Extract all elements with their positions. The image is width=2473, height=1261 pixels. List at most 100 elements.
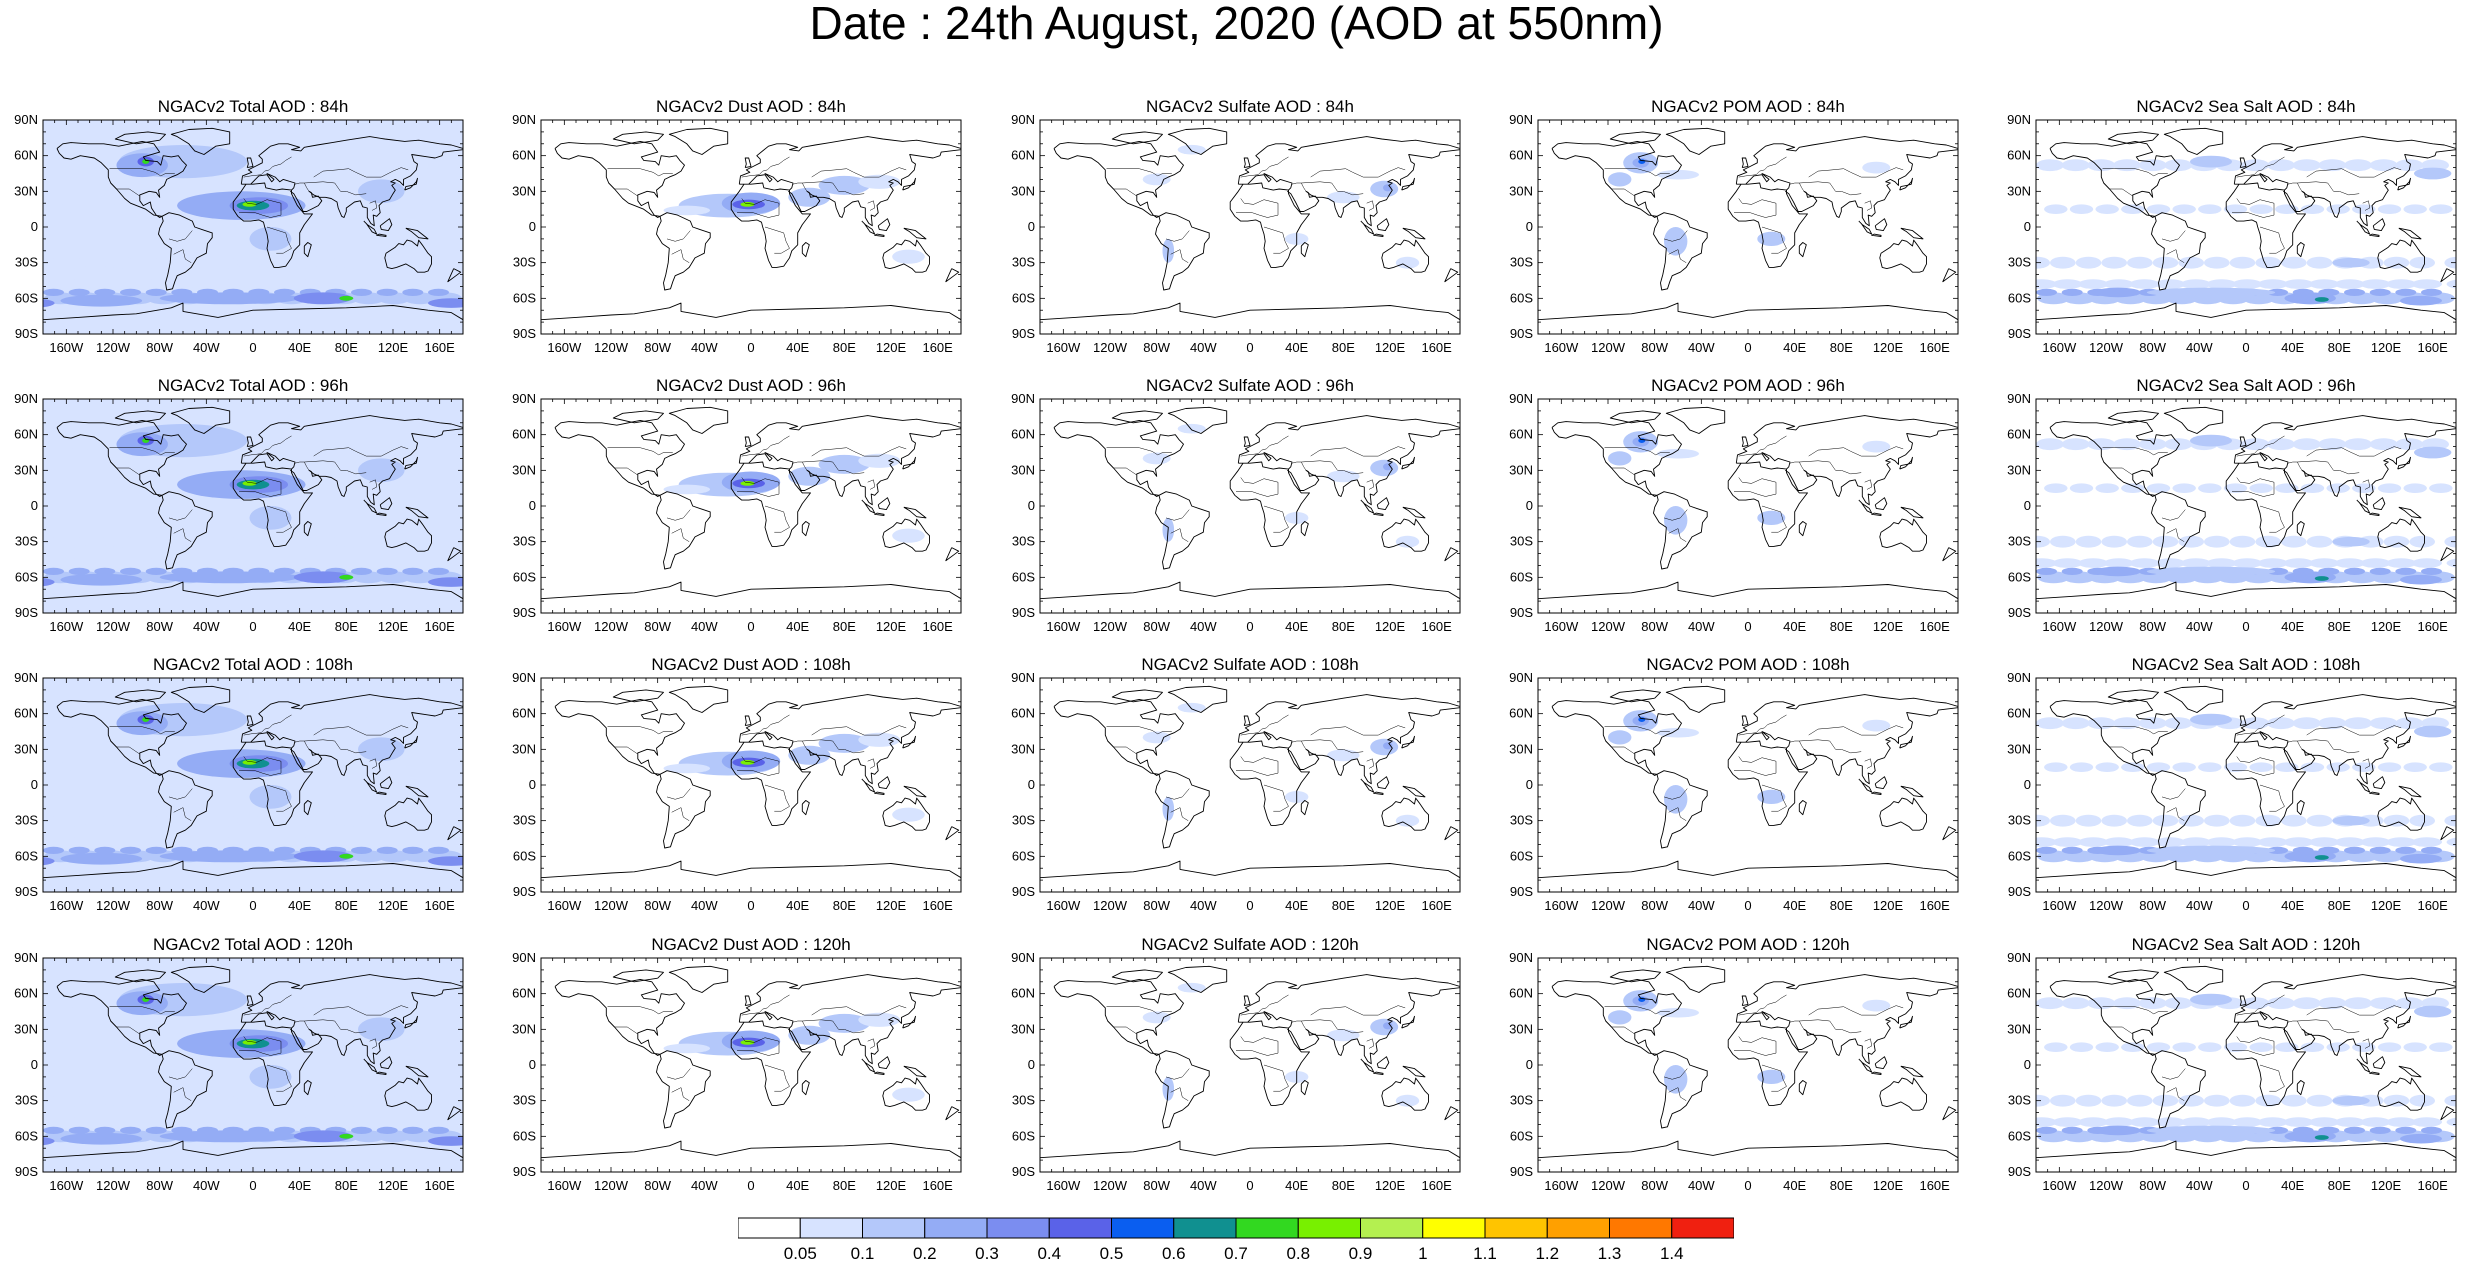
border [173, 1087, 192, 1101]
colorbar-swatch [1173, 1217, 1237, 1239]
aod-plume [2061, 288, 2083, 296]
aod-plume [2326, 483, 2350, 493]
lon-tick-label: 40E [288, 619, 311, 634]
aod-plume [341, 1117, 372, 1127]
coastline [801, 800, 810, 816]
aod-plume [2292, 159, 2321, 172]
colorbar-label: 1.1 [1473, 1244, 1497, 1261]
coastline [2234, 452, 2289, 470]
aod-plume [2036, 1117, 2057, 1127]
coastline [1040, 581, 1460, 600]
coastline [2233, 136, 2456, 185]
country-borders [1106, 156, 1406, 263]
border [1106, 726, 1172, 735]
border [1808, 1005, 1904, 1016]
border [2161, 1068, 2186, 1080]
lat-tick-label: 30S [513, 813, 536, 828]
lat-tick-label: 0 [529, 498, 536, 513]
lat-tick-label: 0 [1028, 498, 1035, 513]
colorbar: 0.05 0.1 0.2 0.3 0.4 0.5 0.6 0.7 0.8 0.9 1 1.1 1.2 1.… [738, 1217, 1734, 1261]
coastline [1243, 995, 1251, 1007]
aod-plume [2332, 257, 2370, 268]
aod-plume [453, 558, 463, 568]
aod-plume [2344, 717, 2372, 730]
border [2259, 226, 2285, 254]
border [2297, 181, 2360, 196]
country-borders [109, 994, 409, 1101]
lon-tick-label: 80W [644, 898, 671, 913]
aod-plume [120, 567, 141, 575]
border [666, 788, 691, 800]
map-panel-dust-1: NGACv2 Dust AOD : 96h90N60N30N030S60S90S… [512, 376, 962, 634]
tick-marks [2035, 677, 2457, 893]
coastline [2239, 436, 2247, 448]
coastline [2377, 239, 2425, 273]
coastline [2239, 715, 2247, 727]
coastline [1444, 826, 1459, 841]
aod-plume [76, 204, 101, 214]
aod-plume [43, 997, 71, 1010]
lon-tick-label: 0 [1246, 1178, 1253, 1193]
border [607, 1006, 673, 1015]
colorbar-label: 0.8 [1286, 1244, 1310, 1261]
aod-plume [2069, 483, 2094, 493]
coastline [246, 436, 254, 448]
aod-plume [410, 1042, 434, 1052]
coastline [384, 797, 432, 831]
aod-plume [2061, 438, 2090, 451]
coastline [2440, 826, 2455, 841]
coastlines [2036, 127, 2456, 321]
aod-plume [2155, 279, 2186, 289]
aod-plume [213, 279, 244, 289]
aod-plume [1664, 227, 1688, 256]
aod-plume [2284, 571, 2336, 584]
aod-plume [128, 204, 152, 214]
coastline [1373, 1071, 1384, 1075]
border [614, 1026, 638, 1035]
coastline [2372, 776, 2386, 790]
aod-plume [2146, 566, 2276, 577]
lon-tick-label: 120W [594, 898, 629, 913]
aod-plume [274, 717, 302, 730]
aod-plume [262, 1094, 288, 1107]
aod-plume [2036, 567, 2057, 575]
aod-plume [2332, 536, 2370, 547]
border [1734, 477, 1777, 497]
border [1366, 758, 1374, 769]
aod-plume [249, 1065, 292, 1089]
border [811, 167, 907, 178]
lon-tick-label: 40W [193, 1178, 220, 1193]
coastline [801, 242, 810, 258]
coastline [379, 497, 393, 511]
aod-plume [108, 256, 134, 269]
border [811, 1005, 907, 1016]
aod-plume [2087, 717, 2116, 730]
lon-tick-label: 40W [1190, 898, 1217, 913]
aod-plume [2036, 438, 2064, 451]
lat-tick-label: 30S [1510, 534, 1533, 549]
lon-tick-label: 120E [876, 1178, 907, 1193]
aod-plume [57, 535, 83, 548]
coastline [903, 1065, 927, 1078]
coastline [738, 694, 961, 743]
coastline [1727, 462, 1808, 547]
aod-plume [290, 837, 321, 847]
aod-plume [1638, 997, 1646, 1002]
coastline [1551, 419, 1682, 497]
aod-plume [43, 577, 55, 587]
coastline [1167, 685, 1228, 713]
lat-tick-label: 30S [15, 1093, 38, 1108]
coastline [2107, 689, 2159, 703]
border [243, 714, 292, 736]
border [1611, 746, 1635, 755]
aod-plume [2395, 997, 2424, 1010]
aod-plume [788, 1025, 831, 1045]
aod-plume [2036, 846, 2057, 854]
lon-tick-label: 120W [594, 1178, 629, 1193]
aod-plume [2456, 159, 2473, 171]
aod-plume [2249, 483, 2273, 493]
coastline [405, 1065, 429, 1078]
aod-plume [418, 837, 449, 847]
map-panel-total-0: NGACv2 Total AOD : 84h90N60N30N030S60S90… [14, 97, 464, 355]
coastline [1243, 157, 1251, 169]
